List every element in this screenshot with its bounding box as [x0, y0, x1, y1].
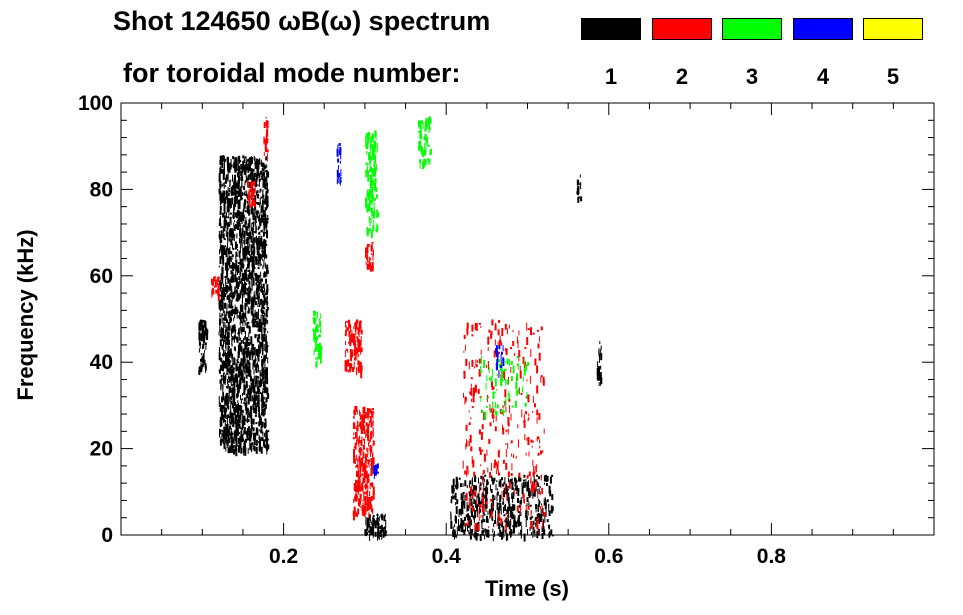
chart-title-line-1: Shot 124650 ωB(ω) spectrum — [113, 6, 491, 36]
spectrum-region-mode-3-15 — [418, 116, 432, 170]
spectrum-region-mode-3-13 — [365, 130, 380, 239]
spectrum-region-mode-2-6 — [352, 405, 375, 521]
spectrum-region-mode-4-19 — [495, 345, 505, 378]
spectrum-region-mode-2-11 — [365, 241, 374, 272]
spectrum-region-mode-1-0 — [218, 155, 270, 457]
legend-label-mode-3: 3 — [745, 64, 759, 89]
legend-label-mode-4: 4 — [816, 64, 830, 89]
spectrum-data-layer — [198, 116, 603, 542]
y-tick-label: 0 — [101, 524, 113, 547]
legend-label-mode-2: 2 — [675, 64, 689, 89]
legend-swatch-mode-1 — [581, 18, 641, 40]
spectrum-region-mode-1-5 — [576, 174, 583, 203]
spectrum-region-mode-4-17 — [336, 143, 342, 186]
x-axis-label: Time (s) — [485, 576, 569, 601]
spectrum-region-mode-2-9 — [247, 181, 256, 208]
spectrum-region-mode-2-7 — [344, 319, 363, 379]
spectrum-region-mode-2-8 — [211, 276, 220, 301]
spectrum-region-mode-1-4 — [596, 341, 603, 386]
axes-layer: 0 20 40 60 80 100 0.2 0.4 0.6 0.8 — [78, 92, 935, 568]
y-tick-label: 60 — [90, 265, 113, 288]
x-tick-label: 0.4 — [432, 545, 462, 568]
spectrum-region-mode-3-14 — [312, 310, 323, 369]
x-tick-label: 0.6 — [594, 545, 623, 568]
spectrum-region-mode-3-16 — [479, 355, 530, 420]
y-tick-label: 40 — [90, 351, 113, 374]
legend-swatch-mode-5 — [863, 18, 923, 40]
y-tick-label: 100 — [78, 92, 113, 115]
spectrum-region-mode-2-12 — [462, 319, 546, 534]
x-tick-label: 0.8 — [757, 545, 787, 568]
legend-swatch-mode-3 — [722, 18, 782, 40]
y-tick-label: 20 — [90, 438, 113, 461]
x-tick-label: 0.2 — [269, 545, 298, 568]
chart-title-line-2: for toroidal mode number: — [123, 58, 461, 88]
legend-label-mode-1: 1 — [604, 64, 618, 89]
spectrum-region-mode-2-10 — [263, 116, 269, 162]
spectrum-region-mode-1-1 — [198, 319, 209, 375]
legend-swatch-mode-4 — [793, 18, 853, 40]
y-axis-label: Frequency (kHz) — [13, 229, 38, 400]
y-tick-label: 80 — [90, 178, 113, 201]
spectrum-region-mode-4-18 — [373, 463, 379, 479]
legend-swatch-mode-2 — [652, 18, 712, 40]
legend-label-mode-5: 5 — [886, 64, 900, 89]
